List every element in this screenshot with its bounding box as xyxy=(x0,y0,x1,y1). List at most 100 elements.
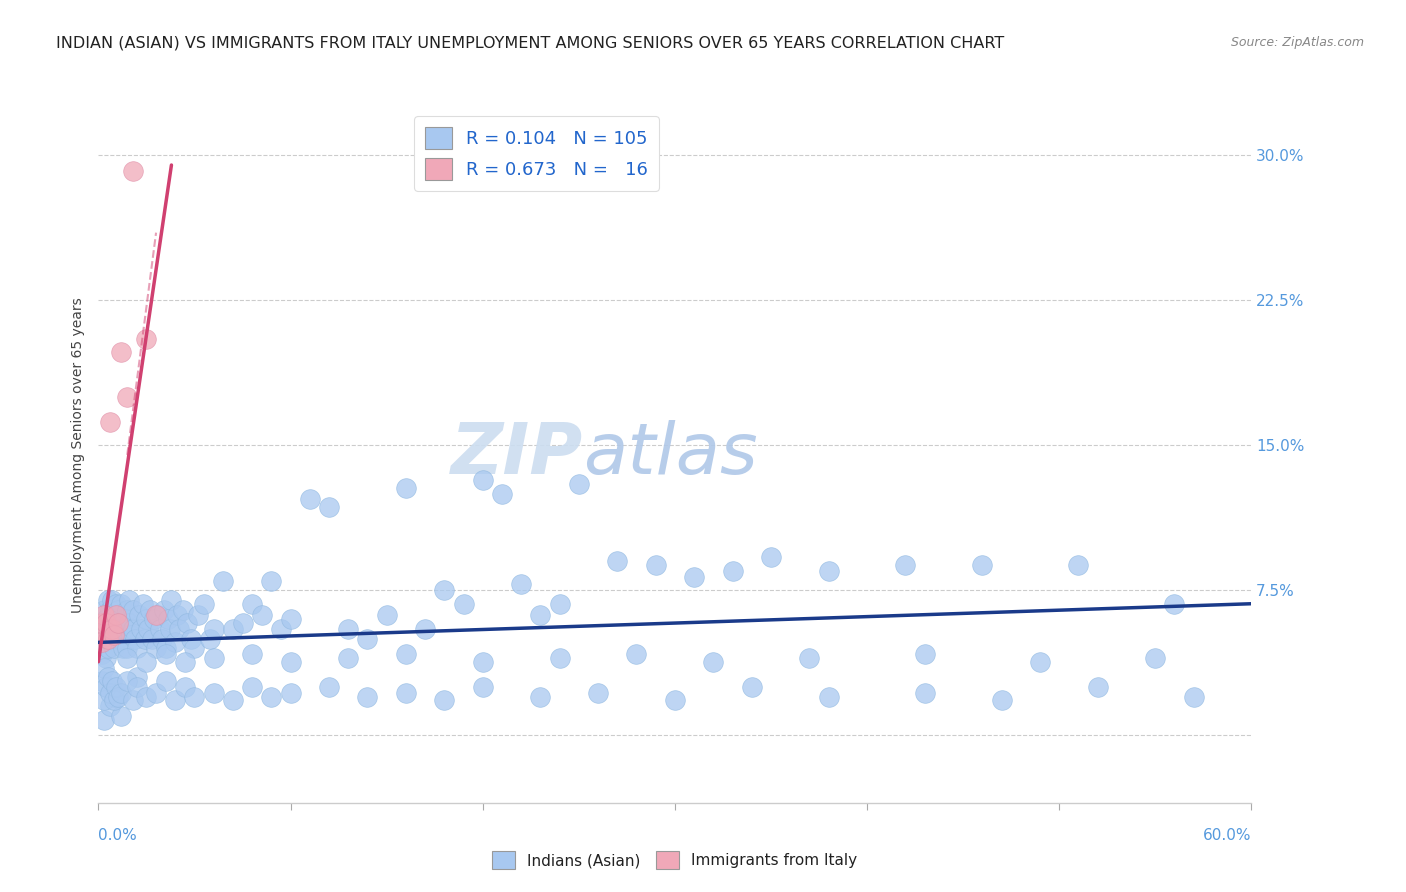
Point xyxy=(222,622,245,636)
Point xyxy=(145,686,167,700)
Point xyxy=(914,647,936,661)
Point xyxy=(568,476,591,491)
Point xyxy=(240,597,263,611)
Point xyxy=(626,647,648,661)
Point xyxy=(104,680,127,694)
Point xyxy=(138,622,160,636)
Point xyxy=(125,670,148,684)
Point xyxy=(98,699,121,714)
Point xyxy=(104,608,127,623)
Point xyxy=(167,622,190,636)
Point xyxy=(212,574,235,588)
Point xyxy=(91,635,114,649)
Point xyxy=(337,651,360,665)
Point xyxy=(122,164,145,178)
Point xyxy=(135,655,157,669)
Point xyxy=(166,608,188,623)
Point xyxy=(240,680,263,694)
Point xyxy=(117,651,139,665)
Point xyxy=(94,680,117,694)
Point xyxy=(98,622,121,636)
Point xyxy=(141,632,163,646)
Legend: R = 0.104   N = 105, R = 0.673   N =   16: R = 0.104 N = 105, R = 0.673 N = 16 xyxy=(413,116,659,191)
Point xyxy=(112,622,135,636)
Point xyxy=(683,570,706,584)
Point xyxy=(1087,680,1109,694)
Point xyxy=(721,564,744,578)
Point xyxy=(356,690,378,704)
Point xyxy=(107,602,129,616)
Point xyxy=(118,592,141,607)
Point xyxy=(134,632,156,646)
Point xyxy=(135,690,157,704)
Point xyxy=(94,651,117,665)
Text: Source: ZipAtlas.com: Source: ZipAtlas.com xyxy=(1230,36,1364,49)
Point xyxy=(91,647,114,661)
Point xyxy=(103,693,125,707)
Point xyxy=(606,554,628,568)
Point xyxy=(165,635,187,649)
Point xyxy=(107,690,129,704)
Point xyxy=(165,693,187,707)
Point xyxy=(183,641,205,656)
Point xyxy=(150,632,173,646)
Point xyxy=(104,622,127,636)
Point xyxy=(98,602,121,616)
Point xyxy=(110,632,132,646)
Point xyxy=(94,615,117,630)
Point xyxy=(337,622,360,636)
Point xyxy=(702,655,724,669)
Point xyxy=(107,615,129,630)
Point xyxy=(110,708,132,723)
Point xyxy=(1029,655,1052,669)
Point xyxy=(298,492,321,507)
Point xyxy=(108,612,131,626)
Point xyxy=(101,632,124,646)
Point xyxy=(101,612,124,626)
Point xyxy=(107,632,129,646)
Point xyxy=(97,641,120,656)
Point xyxy=(101,674,124,689)
Point xyxy=(120,628,142,642)
Point xyxy=(97,670,120,684)
Point xyxy=(586,686,609,700)
Point xyxy=(93,660,115,674)
Point xyxy=(174,655,197,669)
Point xyxy=(124,632,146,646)
Point xyxy=(93,693,115,707)
Point xyxy=(193,597,215,611)
Point xyxy=(117,390,139,404)
Point xyxy=(91,615,114,630)
Point xyxy=(117,674,139,689)
Point xyxy=(117,641,139,656)
Point xyxy=(471,655,494,669)
Point xyxy=(1144,651,1167,665)
Point xyxy=(471,680,494,694)
Text: atlas: atlas xyxy=(582,420,758,490)
Point xyxy=(240,647,263,661)
Point xyxy=(122,602,145,616)
Point xyxy=(318,500,340,514)
Point xyxy=(280,612,302,626)
Point xyxy=(93,713,115,727)
Point xyxy=(1163,597,1185,611)
Point xyxy=(270,622,292,636)
Point xyxy=(198,632,221,646)
Point xyxy=(135,612,157,626)
Point xyxy=(152,602,174,616)
Point xyxy=(395,686,418,700)
Point xyxy=(529,608,551,623)
Point xyxy=(202,622,225,636)
Point xyxy=(318,680,340,694)
Point xyxy=(395,647,418,661)
Point xyxy=(187,608,209,623)
Point xyxy=(250,608,273,623)
Point xyxy=(433,583,456,598)
Point xyxy=(222,693,245,707)
Point xyxy=(914,686,936,700)
Point xyxy=(817,690,839,704)
Point xyxy=(110,597,132,611)
Point xyxy=(110,345,132,359)
Point xyxy=(108,622,131,636)
Point xyxy=(114,612,136,626)
